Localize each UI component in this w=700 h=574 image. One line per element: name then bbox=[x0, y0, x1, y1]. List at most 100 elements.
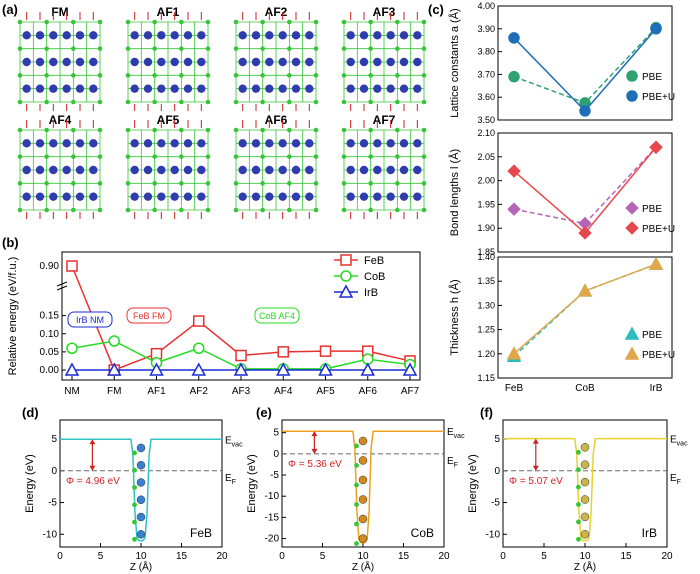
boron-atom bbox=[368, 19, 373, 25]
potential-curve bbox=[60, 438, 222, 542]
metal-atom bbox=[22, 139, 31, 148]
evac-subscript: vac bbox=[677, 441, 688, 448]
legend-marker bbox=[624, 326, 640, 340]
y-tick-label: 2.05 bbox=[477, 152, 495, 162]
y-tick-label: 0 bbox=[51, 466, 57, 477]
boron-atom bbox=[313, 207, 319, 213]
series-line-pbe bbox=[513, 146, 657, 225]
boron-atom bbox=[71, 154, 76, 159]
boron-atom bbox=[125, 73, 131, 78]
boron-atom bbox=[260, 127, 265, 133]
boron-atom bbox=[421, 127, 427, 133]
boron-atom bbox=[132, 536, 137, 542]
boron-atom bbox=[179, 99, 184, 105]
y-tick-label: 2.00 bbox=[477, 176, 495, 186]
y-axis-label: Energy (eV) bbox=[24, 454, 36, 513]
metal-atom bbox=[183, 139, 193, 148]
metal-atom bbox=[183, 57, 193, 67]
metal-atom bbox=[62, 84, 71, 93]
metal-atom bbox=[197, 84, 206, 93]
metal-atom bbox=[399, 165, 409, 175]
boron-atom bbox=[260, 73, 265, 78]
metal-atom bbox=[49, 84, 58, 93]
boron-atom bbox=[71, 207, 76, 213]
metal-atom bbox=[49, 165, 58, 175]
boron-atom bbox=[97, 127, 103, 133]
metal-atom bbox=[170, 165, 179, 175]
legend-label: PBE+U bbox=[642, 350, 675, 361]
metal-atom bbox=[251, 57, 261, 67]
metal-atom bbox=[580, 443, 590, 452]
work-function-label: Φ = 5.36 eV bbox=[288, 459, 342, 470]
x-tick-label: 0 bbox=[500, 551, 506, 562]
metal-atom bbox=[136, 478, 146, 487]
boron-atom bbox=[17, 127, 23, 133]
boron-atom bbox=[97, 207, 103, 213]
boron-atom bbox=[313, 99, 319, 105]
boron-atom bbox=[354, 443, 359, 449]
metal-atom bbox=[251, 192, 261, 201]
x-axis-label: Z (Å) bbox=[130, 560, 152, 573]
boron-atom bbox=[179, 207, 184, 213]
data-point-cob bbox=[193, 342, 205, 354]
panel-c-structural-parameters: 3.50 3.60 3.70 3.80 3.90 4.00 Lattice constant… bbox=[448, 1, 675, 394]
metal-atom bbox=[136, 512, 146, 522]
boron-atom bbox=[152, 73, 157, 78]
annotation-box bbox=[67, 311, 113, 328]
annotation-text: CoB AF4 bbox=[259, 311, 295, 321]
data-point bbox=[648, 256, 664, 271]
metal-atom bbox=[359, 84, 369, 93]
legend-label: PBE bbox=[642, 72, 662, 83]
boron-atom bbox=[205, 46, 211, 51]
y-tick-label: 5 bbox=[494, 434, 500, 445]
ef-label: EF bbox=[447, 456, 458, 469]
boron-atom bbox=[97, 181, 103, 186]
metal-atom bbox=[386, 192, 395, 201]
y-tick-label: 3.90 bbox=[477, 24, 495, 34]
axis-break bbox=[56, 281, 68, 287]
metal-atom bbox=[136, 443, 146, 453]
boron-atom bbox=[313, 127, 319, 133]
structure-af2: AF2 bbox=[233, 5, 319, 111]
metal-atom bbox=[346, 31, 355, 40]
boron-atom bbox=[179, 73, 184, 78]
chart-c-top: 3.50 3.60 3.70 3.80 3.90 4.00 Lattice constant… bbox=[448, 1, 675, 125]
boron-atom bbox=[368, 99, 373, 105]
metal-atom bbox=[75, 84, 85, 93]
y-tick-label: -5 bbox=[491, 498, 500, 509]
data-point bbox=[579, 105, 591, 117]
metal-atom bbox=[580, 530, 590, 539]
metal-atom bbox=[358, 495, 368, 504]
metal-atom bbox=[197, 165, 206, 175]
boron-atom bbox=[205, 73, 211, 78]
boron-atom bbox=[421, 46, 427, 51]
metal-atom bbox=[399, 57, 409, 67]
boron-atom bbox=[260, 207, 265, 213]
metal-atom bbox=[238, 84, 247, 93]
y-tick-label: 0.90 bbox=[40, 261, 60, 272]
metal-atom bbox=[238, 139, 247, 148]
y-tick-label: 4.00 bbox=[477, 1, 495, 11]
legend-marker bbox=[340, 254, 352, 266]
metal-atom bbox=[143, 57, 153, 67]
y-axis-label: Relative energy (eV/f.u.) bbox=[7, 257, 19, 376]
boron-atom bbox=[233, 73, 239, 78]
metal-atom bbox=[35, 139, 45, 148]
annotation-text: FeB FM bbox=[133, 311, 165, 321]
boron-atom bbox=[395, 73, 400, 78]
metal-atom bbox=[346, 139, 355, 148]
metal-atom bbox=[358, 456, 368, 465]
metal-atom bbox=[305, 57, 314, 67]
y-tick-label: 3.80 bbox=[477, 47, 495, 57]
x-tick-label: 5 bbox=[541, 551, 547, 562]
annotation-box bbox=[254, 307, 300, 324]
boron-atom bbox=[313, 181, 319, 186]
metal-atom bbox=[265, 31, 274, 40]
boron-atom bbox=[97, 99, 103, 105]
boron-atom bbox=[97, 46, 103, 51]
y-tick-label: 1.90 bbox=[477, 223, 495, 233]
metal-atom bbox=[291, 57, 301, 67]
metal-atom bbox=[373, 57, 382, 67]
metal-atom bbox=[75, 139, 85, 148]
boron-atom bbox=[313, 19, 319, 25]
